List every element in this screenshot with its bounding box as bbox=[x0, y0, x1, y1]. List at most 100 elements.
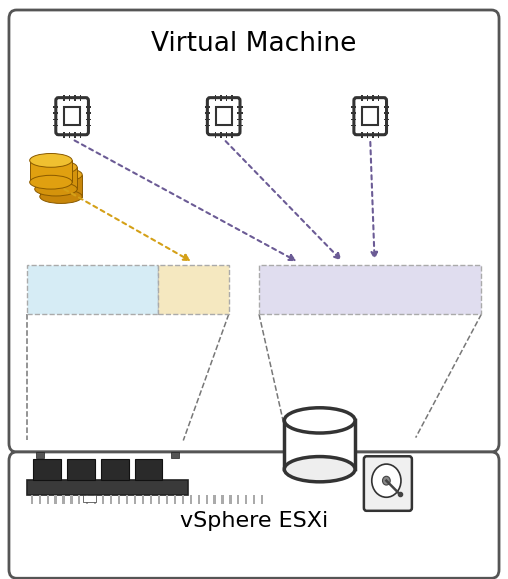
Bar bbox=[78, 495, 80, 504]
Bar bbox=[261, 495, 263, 504]
Bar bbox=[226, 132, 227, 138]
Bar bbox=[47, 495, 49, 504]
Bar bbox=[351, 112, 357, 114]
Bar bbox=[62, 495, 65, 504]
Bar bbox=[102, 495, 104, 504]
Bar bbox=[372, 132, 374, 138]
Bar bbox=[86, 106, 91, 108]
Bar bbox=[237, 106, 243, 108]
Circle shape bbox=[383, 477, 390, 485]
Bar bbox=[384, 112, 389, 114]
Bar bbox=[86, 495, 88, 504]
Bar bbox=[80, 132, 81, 138]
Bar bbox=[213, 495, 215, 504]
Bar bbox=[361, 94, 363, 101]
Bar bbox=[54, 495, 56, 504]
Bar bbox=[69, 94, 70, 101]
Bar bbox=[205, 125, 210, 126]
Bar bbox=[206, 495, 208, 504]
Bar bbox=[74, 94, 76, 101]
Bar bbox=[237, 125, 243, 126]
Bar bbox=[166, 495, 168, 504]
Bar bbox=[220, 132, 221, 138]
Bar bbox=[189, 495, 192, 504]
Bar bbox=[220, 94, 221, 101]
FancyBboxPatch shape bbox=[364, 456, 412, 511]
Bar bbox=[367, 94, 368, 101]
Bar bbox=[63, 94, 65, 101]
Bar bbox=[158, 495, 160, 504]
Circle shape bbox=[372, 464, 401, 497]
Bar bbox=[134, 495, 136, 504]
Bar bbox=[71, 495, 73, 504]
Bar bbox=[215, 94, 216, 101]
Bar bbox=[351, 125, 357, 126]
Bar bbox=[33, 459, 60, 480]
Ellipse shape bbox=[40, 168, 82, 182]
Bar bbox=[205, 119, 210, 120]
Text: vSphere ESXi: vSphere ESXi bbox=[180, 511, 328, 531]
Bar bbox=[26, 480, 188, 495]
Ellipse shape bbox=[40, 190, 82, 203]
Bar bbox=[362, 107, 378, 125]
Bar bbox=[101, 459, 129, 480]
Ellipse shape bbox=[284, 457, 355, 482]
Bar bbox=[351, 119, 357, 120]
Bar bbox=[237, 119, 243, 120]
FancyBboxPatch shape bbox=[9, 10, 499, 452]
Bar bbox=[80, 94, 81, 101]
Bar bbox=[67, 459, 94, 480]
Bar bbox=[37, 452, 44, 458]
Bar bbox=[69, 132, 70, 138]
Bar bbox=[216, 107, 232, 125]
Bar bbox=[384, 119, 389, 120]
Bar bbox=[150, 495, 152, 504]
Bar bbox=[372, 94, 374, 101]
Bar bbox=[142, 495, 144, 504]
Bar bbox=[284, 420, 355, 469]
Bar bbox=[126, 495, 128, 504]
Bar bbox=[361, 132, 363, 138]
FancyBboxPatch shape bbox=[207, 98, 240, 135]
Bar bbox=[384, 106, 389, 108]
Bar bbox=[64, 107, 80, 125]
Bar bbox=[174, 495, 176, 504]
Ellipse shape bbox=[35, 160, 77, 174]
FancyBboxPatch shape bbox=[9, 452, 499, 578]
Bar bbox=[171, 452, 179, 458]
Bar bbox=[237, 112, 243, 114]
Bar bbox=[135, 459, 163, 480]
Bar bbox=[53, 106, 58, 108]
Bar bbox=[35, 167, 77, 189]
Bar bbox=[259, 265, 482, 314]
Bar bbox=[351, 106, 357, 108]
Bar bbox=[378, 94, 379, 101]
Bar bbox=[384, 125, 389, 126]
Bar bbox=[53, 112, 58, 114]
Bar bbox=[83, 495, 96, 502]
Bar bbox=[231, 132, 233, 138]
Bar bbox=[198, 495, 200, 504]
Bar bbox=[182, 495, 184, 504]
Ellipse shape bbox=[35, 182, 77, 196]
FancyBboxPatch shape bbox=[56, 98, 88, 135]
Bar bbox=[74, 132, 76, 138]
Bar bbox=[30, 495, 33, 504]
Bar bbox=[29, 160, 72, 182]
Bar bbox=[221, 495, 224, 504]
Bar bbox=[378, 132, 379, 138]
Bar bbox=[231, 94, 233, 101]
Bar bbox=[40, 175, 82, 196]
Ellipse shape bbox=[29, 175, 72, 189]
Ellipse shape bbox=[284, 408, 355, 433]
Bar bbox=[86, 125, 91, 126]
Ellipse shape bbox=[29, 153, 72, 167]
FancyBboxPatch shape bbox=[354, 98, 387, 135]
Bar bbox=[253, 495, 256, 504]
Bar bbox=[226, 94, 227, 101]
Bar bbox=[53, 125, 58, 126]
Bar bbox=[215, 132, 216, 138]
Bar bbox=[245, 495, 247, 504]
Bar bbox=[86, 119, 91, 120]
Text: Virtual Machine: Virtual Machine bbox=[151, 31, 357, 57]
